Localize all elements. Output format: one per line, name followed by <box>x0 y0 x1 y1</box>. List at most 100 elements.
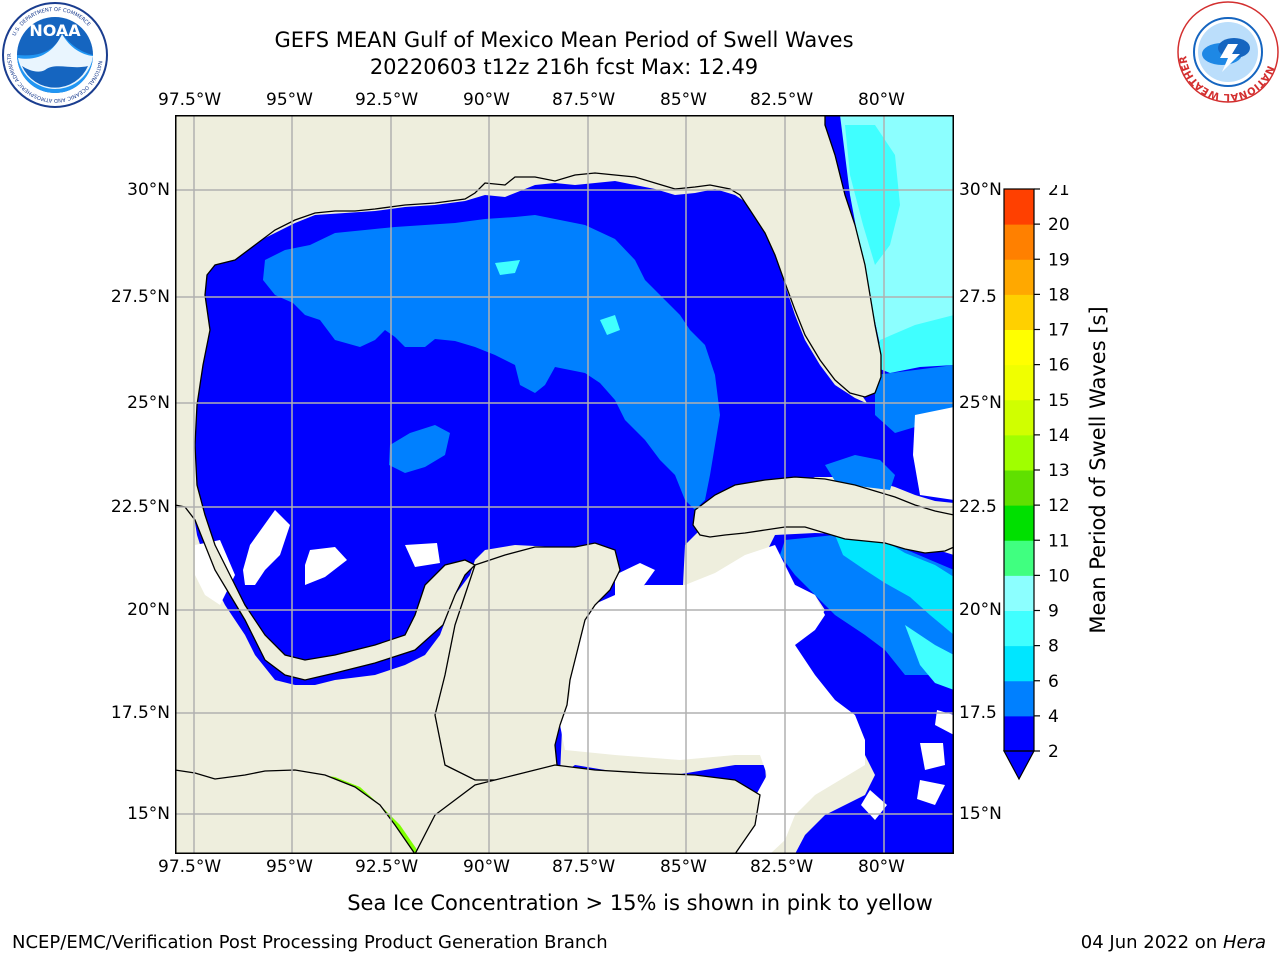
lon-label-top-82-5w: 82.5°W <box>750 90 814 110</box>
colorbar-segment <box>1004 575 1034 611</box>
colorbar-tick-label: 2 <box>1048 742 1059 762</box>
colorbar-tick-label: 21 <box>1048 185 1070 200</box>
lon-label-top-97-5w: 97.5°W <box>158 90 222 110</box>
lon-label-bottom-90w: 90°W <box>463 857 510 877</box>
period-6-8-atlantic <box>845 125 900 265</box>
period-6-8-keys <box>875 315 954 373</box>
colorbar-tick-label: 10 <box>1048 566 1070 586</box>
colorbar-segment <box>1004 470 1034 506</box>
colorbar-segment <box>1004 645 1034 682</box>
lon-label-bottom-82-5w: 82.5°W <box>750 857 814 877</box>
mask-region-caribbean-speck-1 <box>861 790 887 820</box>
colorbar-segment <box>1004 540 1034 576</box>
period-6-8-caribbean-south <box>905 625 954 690</box>
colorbar-segment <box>1004 434 1034 471</box>
colorbar-tick-label: 9 <box>1048 602 1059 622</box>
lon-label-top-92-5w: 92.5°W <box>355 90 419 110</box>
colorbar-segment <box>1004 715 1034 752</box>
colorbar-extend-arrow <box>1002 750 1036 781</box>
cuba <box>692 476 954 554</box>
period-4-6-band <box>263 215 720 510</box>
lat-label-right-27-5n: 27.5 <box>959 287 997 307</box>
lon-label-bottom-87-5w: 87.5°W <box>552 857 616 877</box>
lon-label-top-80w: 80°W <box>858 90 905 110</box>
footer-host: Hera <box>1222 932 1266 953</box>
colorbar-segment <box>1004 680 1034 717</box>
colorbar-segment <box>1004 329 1034 366</box>
lon-label-top-87-5w: 87.5°W <box>552 90 616 110</box>
mask-region-west-gulf-2 <box>305 547 347 585</box>
chart-title: GEFS MEAN Gulf of Mexico Mean Period of … <box>274 28 854 52</box>
colorbar-label: Mean Period of Swell Waves [s] <box>1086 306 1110 634</box>
lon-label-bottom-80w: 80°W <box>858 857 905 877</box>
colorbar-segment <box>1004 610 1034 647</box>
footer-date: 04 Jun 2022 on Hera <box>1081 932 1266 954</box>
mask-region-florida-keys-east <box>913 407 954 500</box>
lat-label-right-30n: 30°N <box>959 180 1002 200</box>
mask-region-yucatan-caribbean <box>560 545 865 854</box>
lon-label-bottom-92-5w: 92.5°W <box>355 857 419 877</box>
colorbar-tick-label: 18 <box>1048 285 1070 305</box>
colorbar-segment <box>1004 364 1034 401</box>
colorbar-tick-label: 20 <box>1048 215 1070 235</box>
colorbar-segment <box>1004 224 1034 260</box>
colorbar: 2 4 6 8 9 10 11 12 13 14 15 16 17 18 19 20 21 <box>1002 185 1070 781</box>
colorbar-tick-label: 16 <box>1048 356 1070 376</box>
colorbar-tick-label: 19 <box>1048 250 1070 270</box>
mexico-west-coast <box>175 115 882 681</box>
lon-label-top-90w: 90°W <box>463 90 510 110</box>
mask-region-mexico-coast <box>195 540 235 605</box>
noaa-wordmark: NOAA <box>29 21 81 40</box>
lon-label-top-95w: 95°W <box>266 90 313 110</box>
lon-label-bottom-95w: 95°W <box>266 857 313 877</box>
colorbar-tick-label: 14 <box>1048 426 1070 446</box>
colorbar-segment <box>1004 259 1034 295</box>
lon-label-bottom-97-5w: 97.5°W <box>158 857 222 877</box>
lat-label-right-25n: 25°N <box>959 393 1002 413</box>
lat-label-left-27-5n: 27.5°N <box>110 287 170 307</box>
lat-label-right-17-5n: 17.5 <box>959 703 997 723</box>
period-6-8-speck-1 <box>600 315 620 335</box>
mask-region-west-gulf-3 <box>405 543 440 567</box>
mask-region-west-gulf-1 <box>243 510 290 585</box>
mask-region-caribbean-speck-4 <box>920 743 945 770</box>
colorbar-segment <box>1004 505 1034 541</box>
colorbar-tick-label: 4 <box>1048 707 1059 727</box>
colorbar-tick-label: 17 <box>1048 321 1070 341</box>
colorbar-tick-label: 15 <box>1048 391 1070 411</box>
mask-region-caribbean-speck-2 <box>917 780 945 805</box>
map-gridlines <box>175 115 954 854</box>
footer-branch: NCEP/EMC/Verification Post Processing Pr… <box>12 932 608 953</box>
lat-label-right-15n: 15°N <box>959 804 1002 824</box>
lat-label-left-25n: 25°N <box>127 393 170 413</box>
period-6-8-speck-2 <box>495 260 520 275</box>
colorbar-tick-label: 13 <box>1048 461 1070 481</box>
lat-label-left-17-5n: 17.5°N <box>110 703 170 723</box>
noaa-logo: NOAA NATIONAL OCEANIC AND ATMOSPHERIC AD… <box>0 0 108 108</box>
sea-ice-caption: Sea Ice Concentration > 15% is shown in … <box>347 891 933 915</box>
footer-date-text: 04 Jun 2022 on <box>1080 932 1223 953</box>
period-6-8-caribbean <box>835 535 954 635</box>
colorbar-tick-label: 12 <box>1048 496 1070 516</box>
central-america <box>175 115 416 854</box>
lat-label-left-30n: 30°N <box>127 180 170 200</box>
colorbar-segment <box>1004 399 1034 436</box>
period-4-6-florida-shelf <box>825 455 895 490</box>
lat-label-right-20n: 20°N <box>959 600 1002 620</box>
period-4-6-patch <box>389 425 450 473</box>
lat-label-left-15n: 15°N <box>127 804 170 824</box>
lat-label-left-20n: 20°N <box>127 600 170 620</box>
colorbar-tick-label: 8 <box>1048 637 1059 657</box>
chart-subtitle: 20220603 t12z 216h fcst Max: 12.49 <box>369 55 759 79</box>
yucatan-peninsula <box>434 542 621 781</box>
lat-label-left-22-5n: 22.5°N <box>110 497 170 517</box>
lon-label-top-85w: 85°W <box>660 90 707 110</box>
mask-region-caribbean-speck-3 <box>935 710 954 735</box>
colorbar-tick-label: 11 <box>1048 531 1070 551</box>
map-frame <box>175 115 954 854</box>
colorbar-segment <box>1004 189 1034 225</box>
nws-logo: NATIONAL WEATHER SERVICE <box>1176 0 1279 103</box>
mask-region-campeche-bank <box>615 563 655 605</box>
swell-period-map <box>175 115 954 854</box>
lon-label-bottom-85w: 85°W <box>660 857 707 877</box>
